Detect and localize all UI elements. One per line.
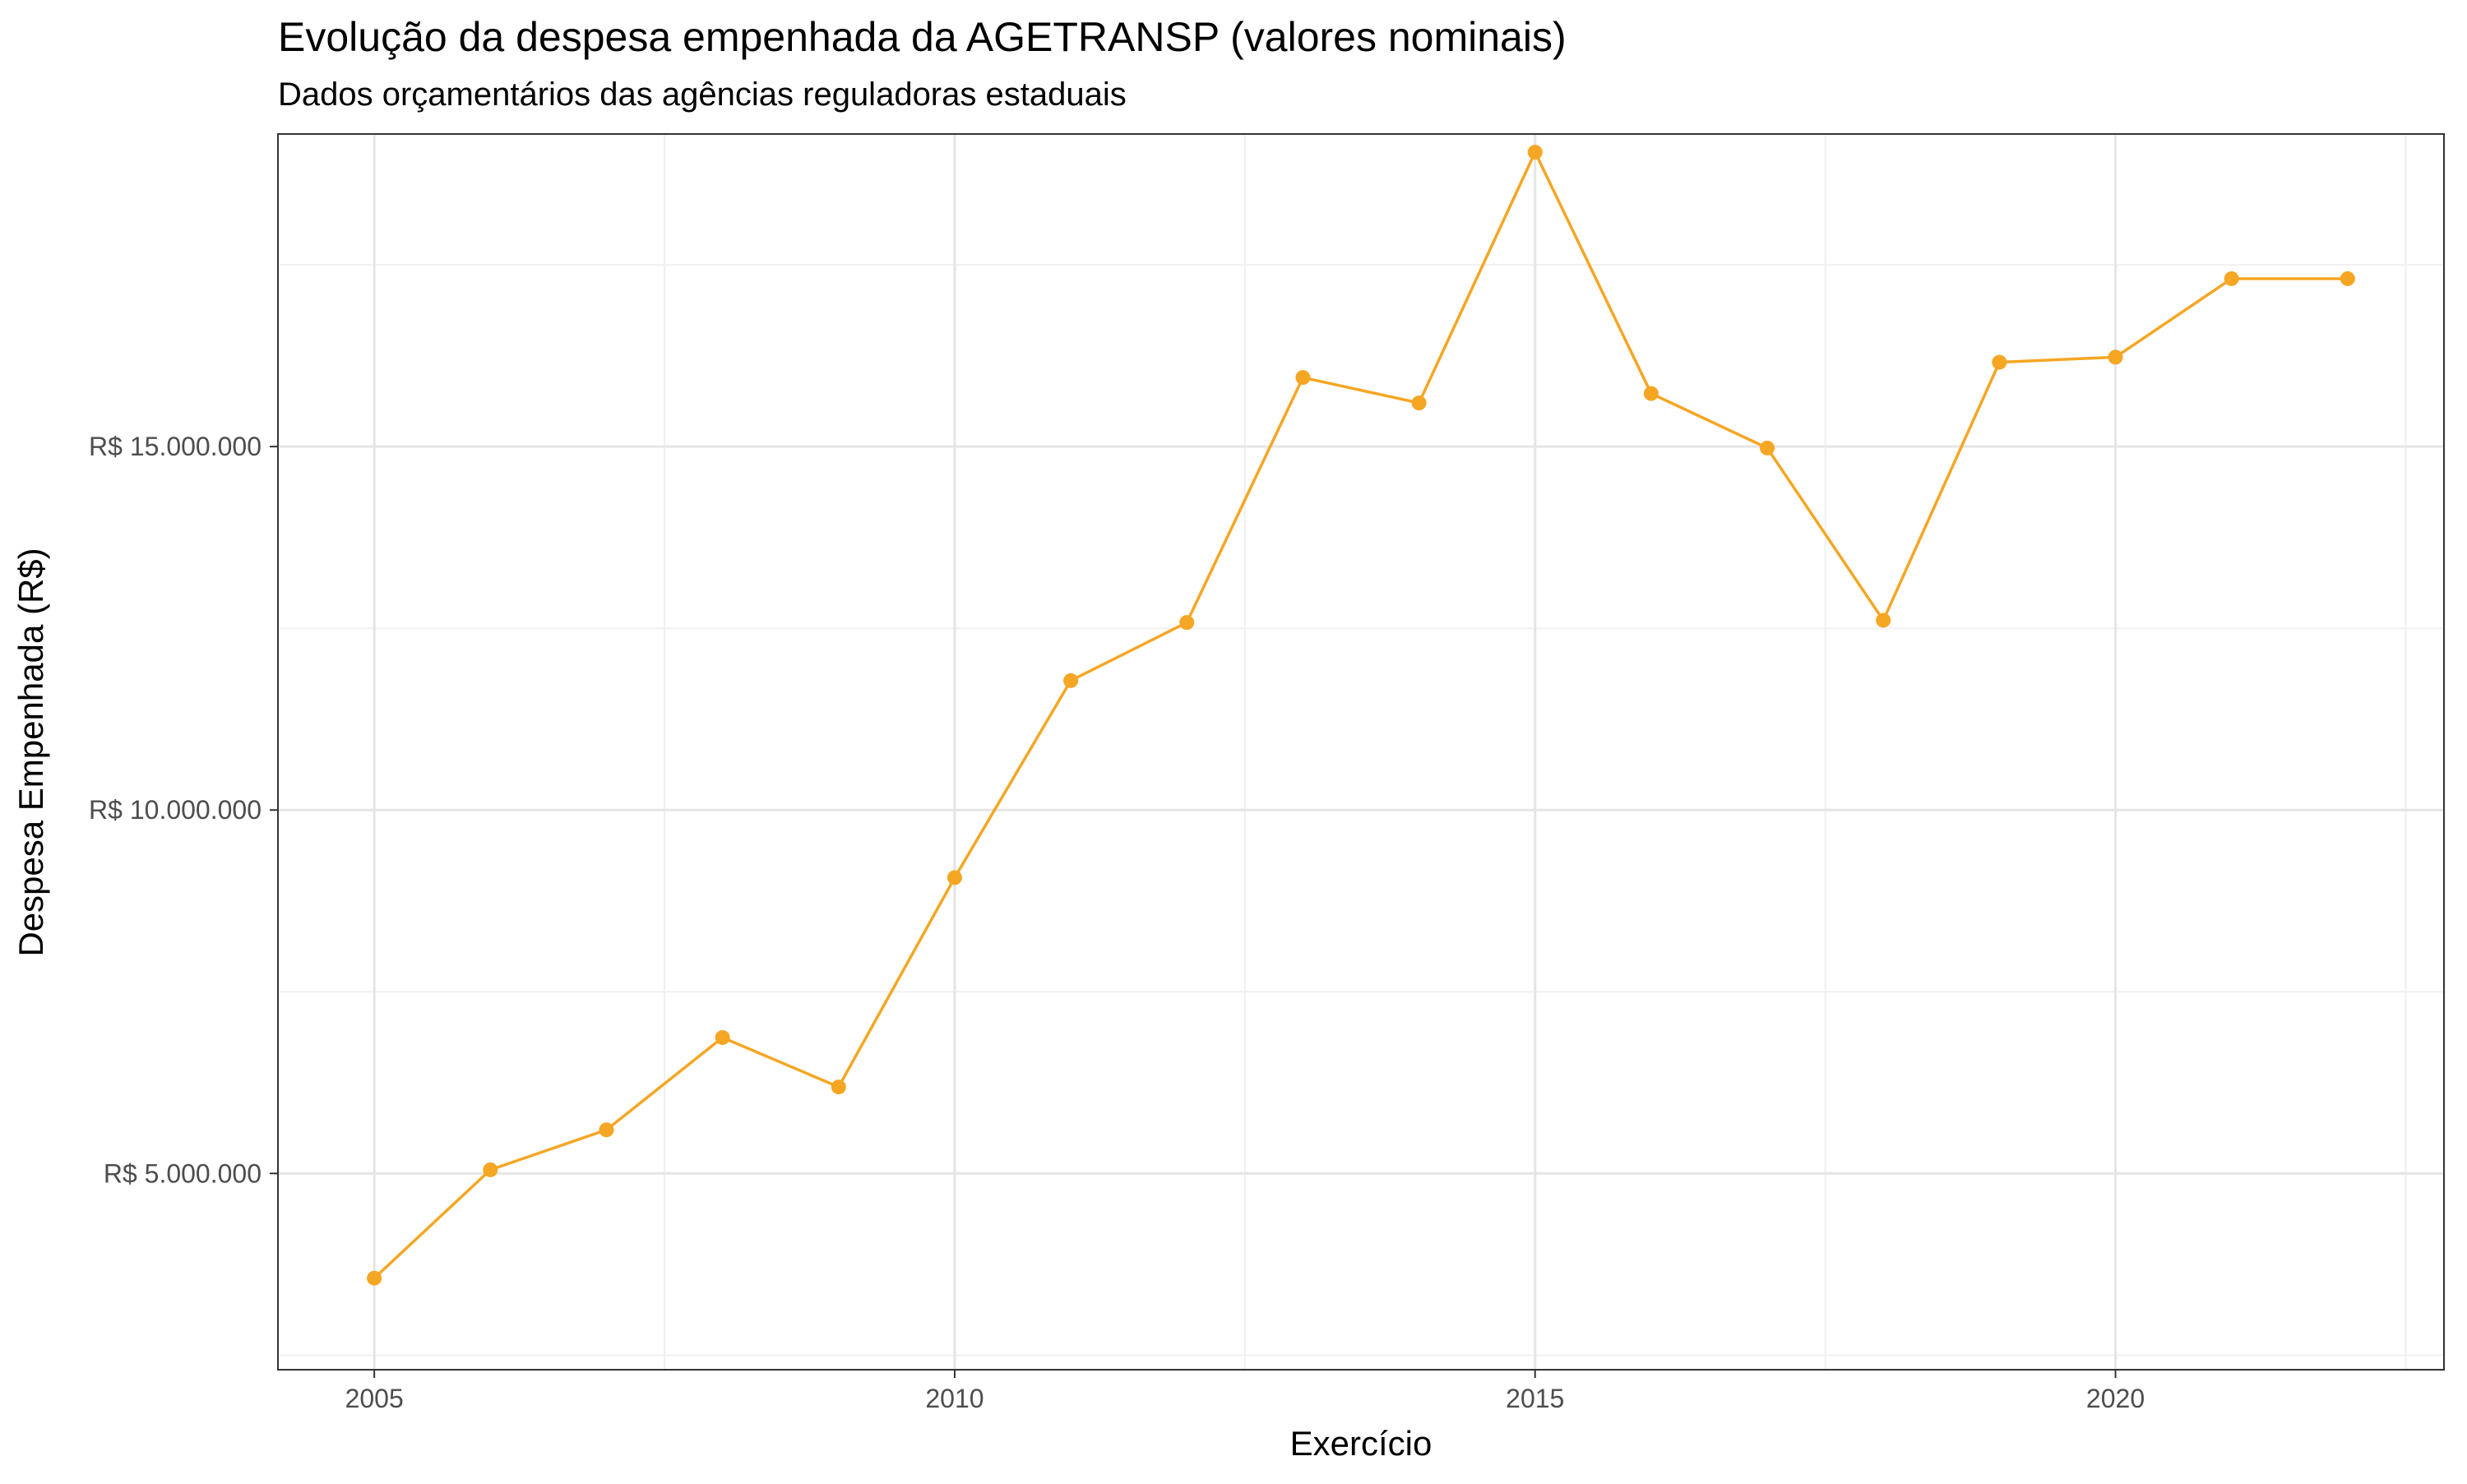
data-point: [2224, 270, 2239, 286]
chart-title: Evolução da despesa empenhada da AGETRAN…: [278, 14, 1567, 60]
data-point: [831, 1079, 846, 1095]
data-point: [2108, 349, 2123, 365]
data-point: [1411, 395, 1427, 411]
plot-panel-border: [277, 133, 2445, 1371]
minor-gridlines: [278, 134, 2444, 1370]
x-tick-label: 2020: [2086, 1384, 2145, 1413]
x-tick-label: 2015: [1506, 1384, 1564, 1413]
data-point: [1876, 613, 1891, 628]
series-line: [373, 149, 2348, 1279]
series-layer: [367, 145, 2355, 1286]
data-point: [1643, 386, 1659, 401]
data-point: [947, 870, 962, 885]
data-point: [367, 1270, 382, 1286]
data-point: [1760, 440, 1775, 455]
data-point: [483, 1162, 498, 1177]
y-tick-label: R$ 10.000.000: [89, 795, 262, 825]
data-point: [2340, 270, 2355, 286]
data-point: [1179, 615, 1195, 631]
y-axis-ticks: R$ 5.000.000 R$ 10.000.000 R$ 15.000.000: [89, 432, 278, 1188]
data-point: [1063, 673, 1079, 688]
y-axis-title: Despesa Empenhada (R$): [12, 548, 50, 956]
y-tick-label: R$ 15.000.000: [89, 432, 262, 461]
data-point: [715, 1029, 730, 1045]
data-point: [1295, 370, 1311, 386]
data-point: [1992, 354, 2007, 370]
data-point: [599, 1122, 614, 1138]
x-axis-ticks: 2005 2010 2015 2020: [345, 1370, 2145, 1413]
y-tick-label: R$ 5.000.000: [104, 1158, 262, 1188]
chart-subtitle: Dados orçamentários das agências regulad…: [278, 76, 1127, 113]
x-tick-label: 2005: [345, 1384, 404, 1413]
x-tick-label: 2010: [925, 1384, 984, 1413]
data-point: [1527, 145, 1543, 160]
x-axis-title: Exercício: [1290, 1424, 1433, 1463]
major-gridlines: [278, 134, 2444, 1370]
